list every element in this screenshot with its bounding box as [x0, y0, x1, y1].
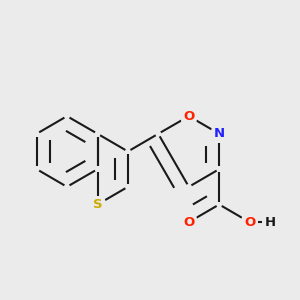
Text: O: O	[244, 216, 255, 229]
Text: N: N	[214, 127, 225, 140]
Text: S: S	[93, 198, 102, 211]
Text: H: H	[265, 216, 276, 229]
Text: O: O	[183, 216, 194, 229]
Text: O: O	[183, 110, 194, 123]
